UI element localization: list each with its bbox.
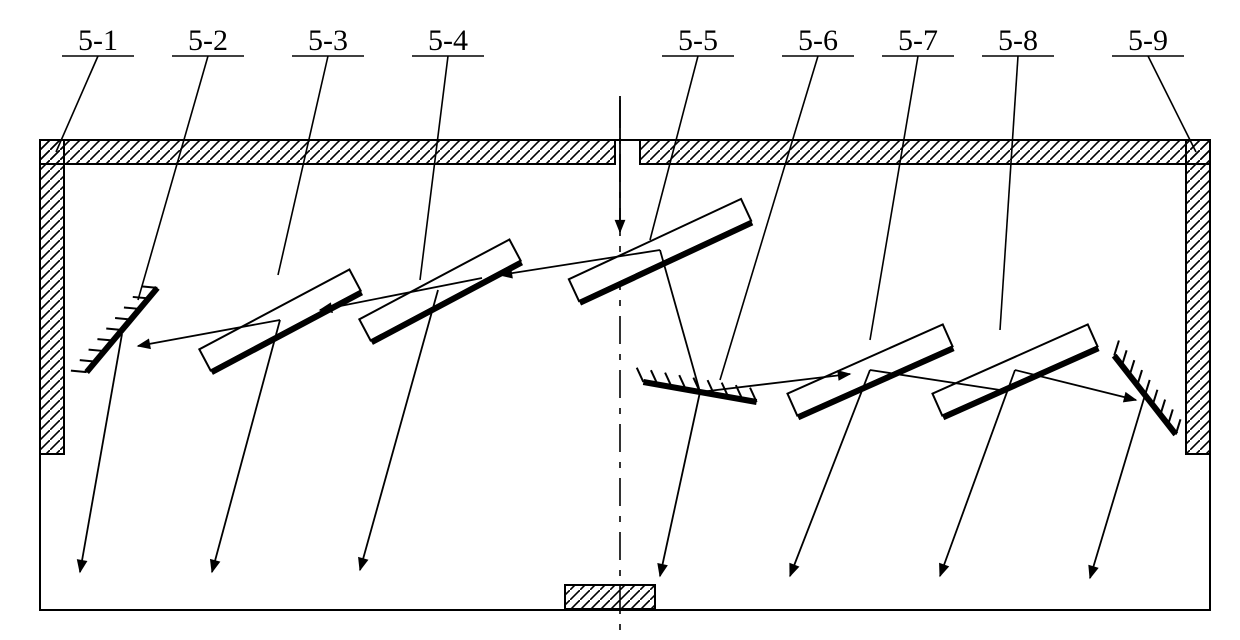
- ray: [1015, 370, 1136, 400]
- housing-wall: [1186, 140, 1210, 454]
- part-label: 5-2: [188, 24, 228, 57]
- leader-line: [138, 56, 208, 300]
- part-label: 5-4: [428, 24, 468, 57]
- part-label: 5-9: [1128, 24, 1168, 57]
- ray: [660, 392, 700, 576]
- mirror: [1109, 341, 1186, 435]
- part-label: 5-3: [308, 24, 348, 57]
- leader-line: [1000, 56, 1018, 330]
- leader-line: [870, 56, 918, 340]
- beam-splitter: [359, 239, 521, 342]
- mirror: [71, 280, 157, 380]
- housing-wall: [40, 140, 615, 164]
- leader-line: [56, 56, 98, 152]
- leader-line: [420, 56, 448, 280]
- ray: [1090, 395, 1145, 578]
- part-label: 5-8: [998, 24, 1038, 57]
- mirror: [635, 368, 759, 402]
- part-label: 5-7: [898, 24, 938, 57]
- housing-wall: [640, 140, 1210, 164]
- housing-wall: [40, 140, 64, 454]
- optical-splitter-diagram: 5-1 5-2 5-3 5-4 5-5 5-6 5-7 5-8 5-9: [0, 0, 1240, 640]
- ray: [660, 250, 700, 392]
- part-label: 5-5: [678, 24, 718, 57]
- part-label: 5-6: [798, 24, 838, 57]
- part-label: 5-1: [78, 24, 118, 57]
- leader-line: [1148, 56, 1196, 152]
- leader-line: [278, 56, 328, 275]
- housing-wall: [565, 585, 655, 609]
